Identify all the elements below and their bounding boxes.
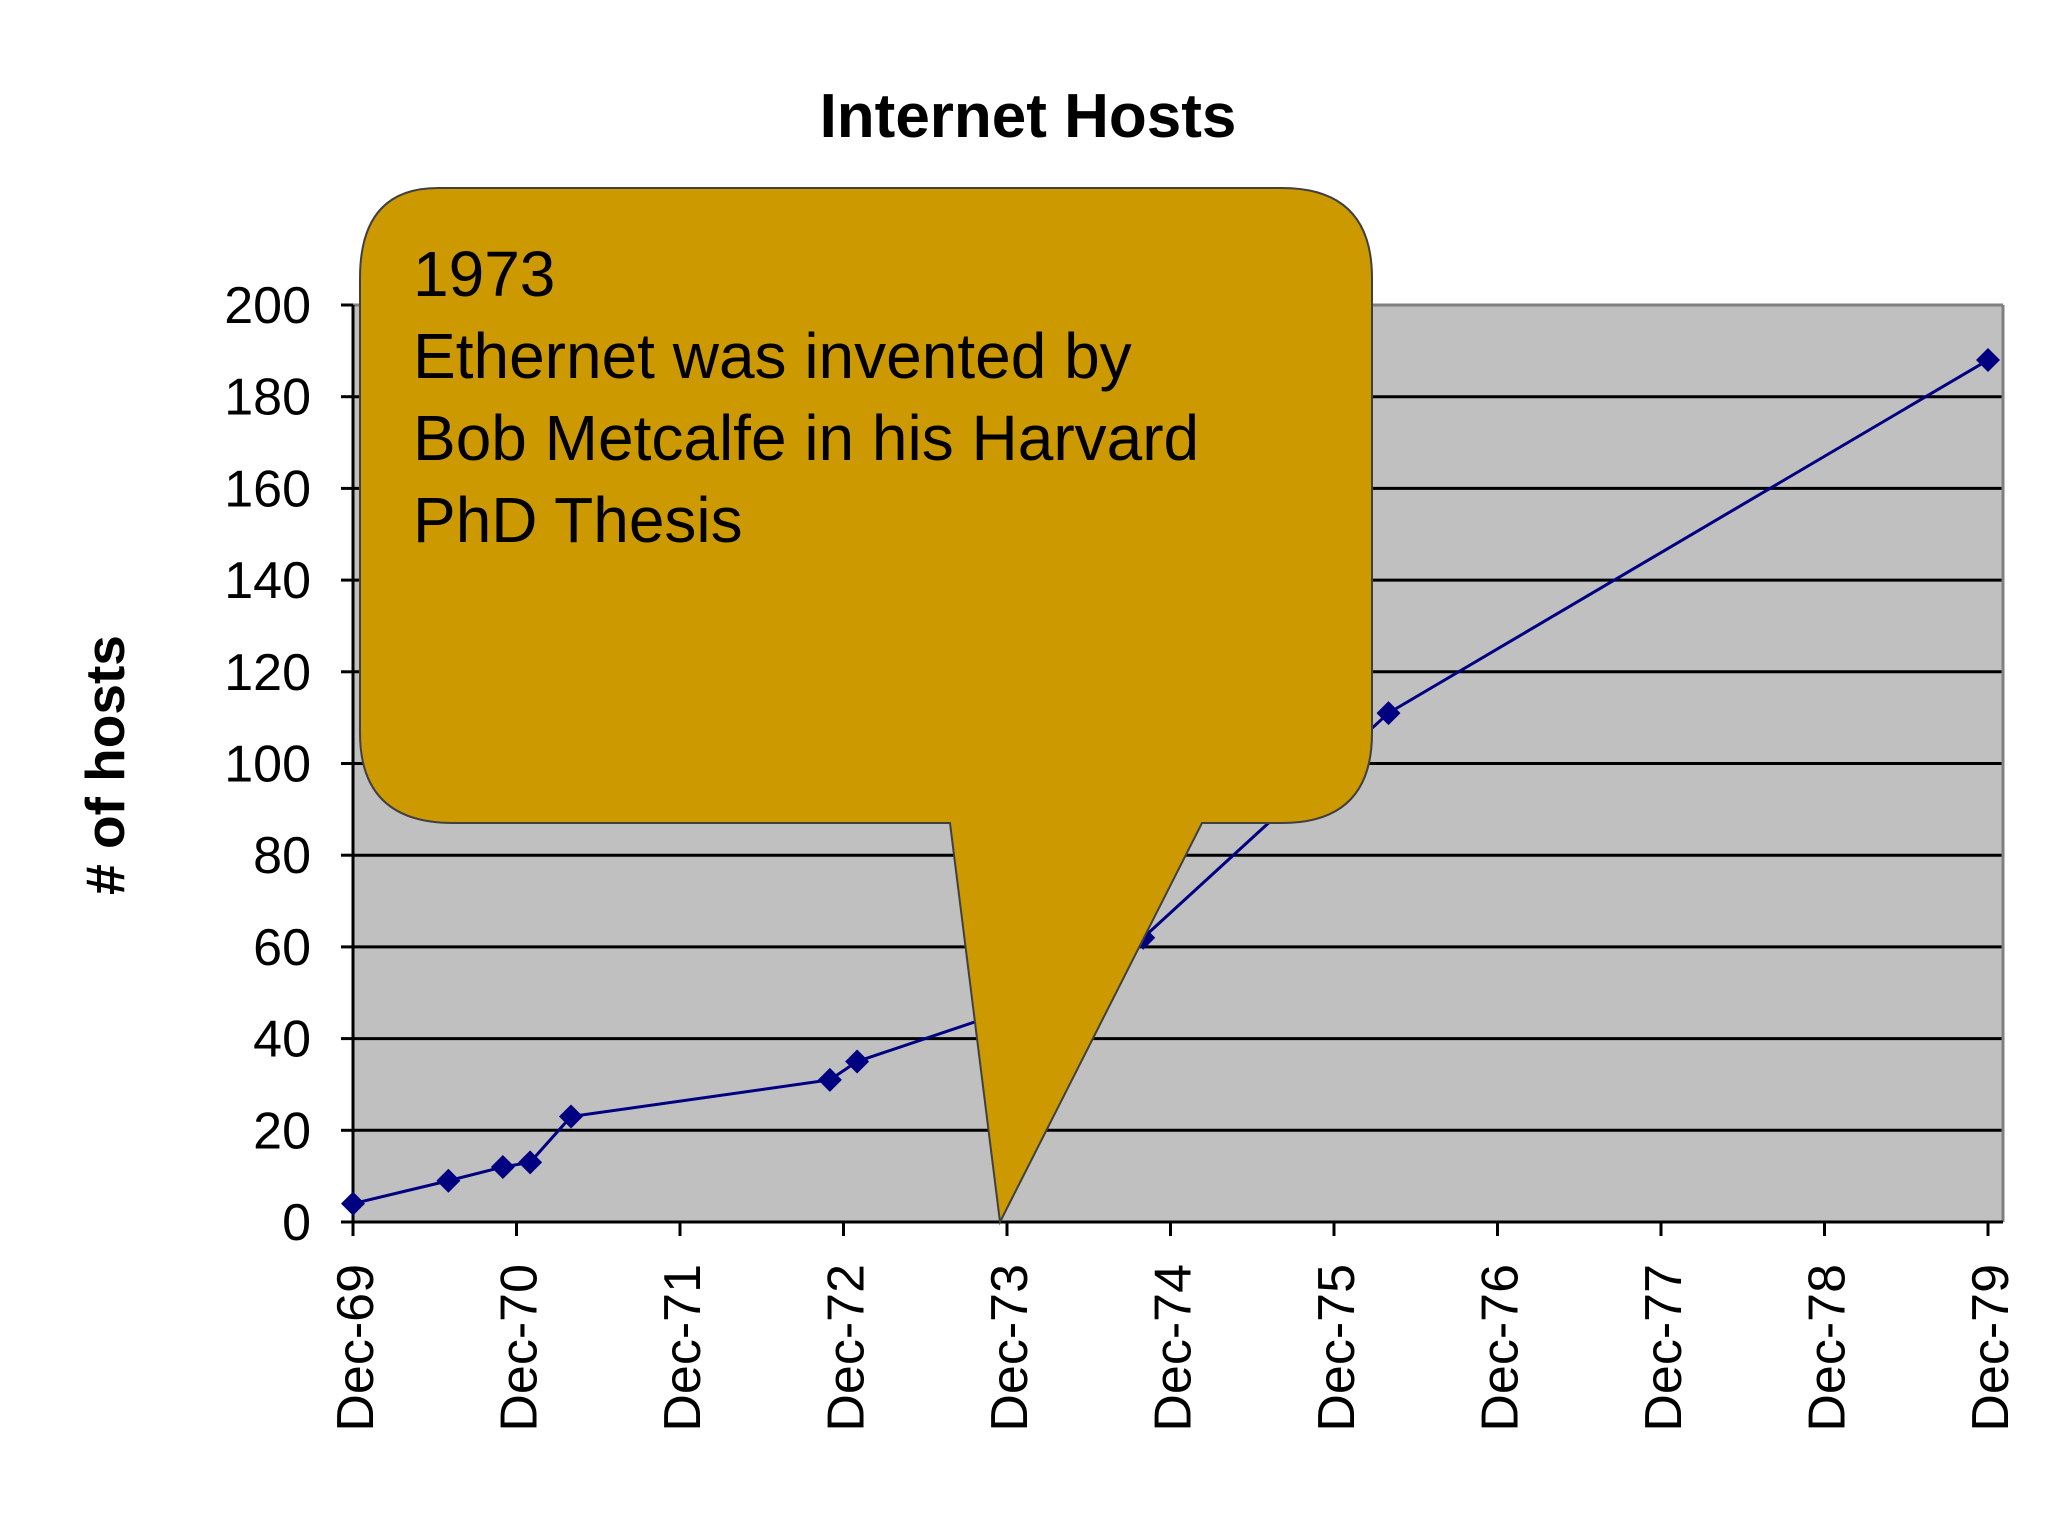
- x-tick-labels: Dec-69 Dec-70 Dec-71 Dec-72 Dec-73 Dec-74 Dec-…: [327, 1264, 2020, 1432]
- y-tick-label-180: 180: [224, 369, 311, 427]
- callout-line-4: PhD Thesis: [413, 484, 743, 556]
- data-point-6: [845, 1049, 870, 1074]
- y-tick-label-120: 120: [224, 644, 311, 702]
- y-tick-label-0: 0: [282, 1194, 311, 1252]
- y-tick-label-60: 60: [253, 919, 311, 977]
- x-tick-label-8: Dec-77: [1635, 1264, 1693, 1432]
- data-point-4: [559, 1104, 583, 1129]
- callout-bubble: [359, 187, 1373, 1226]
- callout-line-3: Bob Metcalfe in his Harvard: [413, 402, 1199, 474]
- chart-title: Internet Hosts: [820, 82, 1237, 151]
- data-point-1: [436, 1168, 461, 1193]
- y-tick-label-160: 160: [224, 460, 311, 518]
- x-tick-label-5: Dec-74: [1145, 1264, 1203, 1432]
- y-tick-labels: 0 20 40 60 80 100 120 140 160 180 200: [224, 277, 311, 1252]
- y-tick-label-200: 200: [224, 277, 311, 335]
- callout-line-1: 1973: [413, 238, 555, 310]
- y-axis-label: # of hosts: [74, 635, 136, 895]
- x-tick-label-4: Dec-73: [981, 1264, 1039, 1432]
- data-point-3: [518, 1150, 543, 1175]
- data-point-2: [490, 1154, 515, 1179]
- x-tick-label-9: Dec-78: [1799, 1264, 1857, 1432]
- callout: 1973 Ethernet was invented by Bob Metcal…: [359, 187, 1373, 1226]
- x-tick-label-6: Dec-75: [1308, 1264, 1366, 1432]
- x-tick-label-3: Dec-72: [818, 1264, 876, 1432]
- y-tick-label-20: 20: [253, 1102, 311, 1160]
- series-internet-hosts: [341, 348, 2000, 1216]
- data-point-9: [1376, 701, 1401, 726]
- y-tick-label-140: 140: [224, 552, 311, 610]
- callout-line-2: Ethernet was invented by: [413, 320, 1132, 392]
- x-tick-label-1: Dec-70: [491, 1264, 549, 1432]
- data-point-0: [341, 1191, 365, 1216]
- data-point-10: [1976, 348, 2000, 373]
- x-tick-label-7: Dec-76: [1472, 1264, 1530, 1432]
- data-point-5: [817, 1067, 842, 1092]
- x-tick-label-10: Dec-79: [1962, 1264, 2020, 1432]
- y-tick-label-100: 100: [224, 736, 311, 794]
- y-tick-label-40: 40: [253, 1011, 311, 1069]
- x-tick-label-0: Dec-69: [327, 1264, 385, 1432]
- x-tick-label-2: Dec-71: [654, 1264, 712, 1432]
- y-tick-label-80: 80: [253, 827, 311, 885]
